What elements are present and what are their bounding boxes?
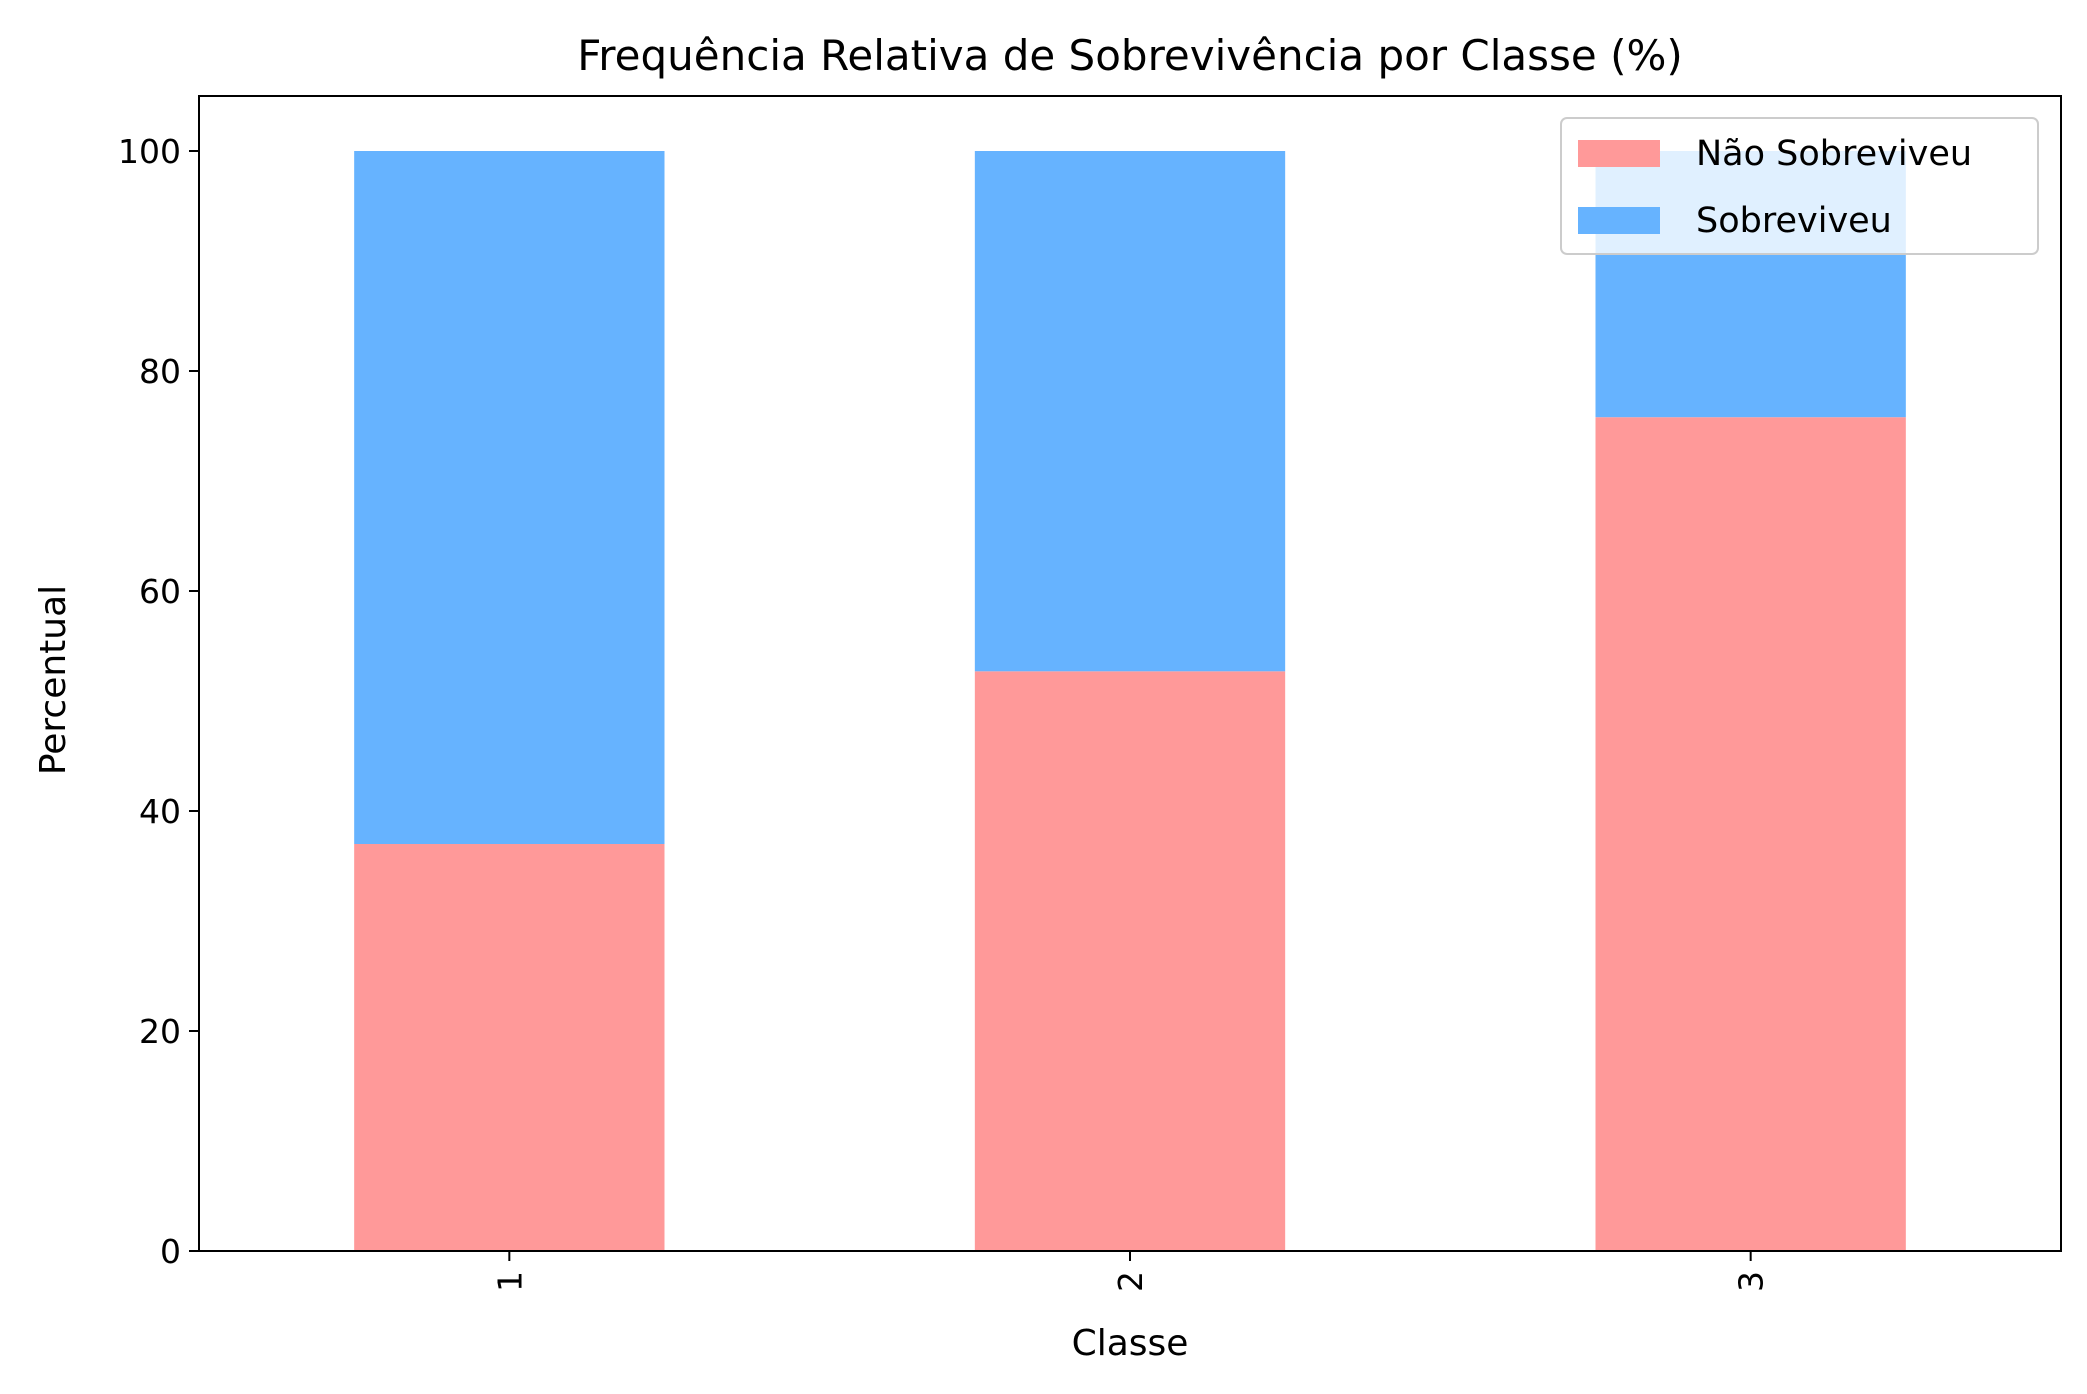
y-tick-label: 80 <box>139 352 181 391</box>
legend-label-sobreviveu: Sobreviveu <box>1696 201 1892 241</box>
y-axis-label: Percentual <box>33 585 74 775</box>
y-tick-label: 40 <box>139 792 181 831</box>
bar-nao-sobreviveu-classe-1 <box>354 844 665 1251</box>
bar-sobreviveu-classe-2 <box>974 151 1286 672</box>
x-axis: 1 2 3 <box>490 1251 1771 1292</box>
y-axis: 0 20 40 60 80 100 <box>118 132 199 1271</box>
y-tick-label: 60 <box>139 572 181 611</box>
bar-nao-sobreviveu-classe-3 <box>1595 417 1906 1251</box>
legend: Não Sobreviveu Sobreviveu <box>1560 117 2039 255</box>
legend-label-nao-sobreviveu: Não Sobreviveu <box>1696 134 1972 174</box>
x-tick-label: 2 <box>1111 1271 1150 1292</box>
chart-title: Frequência Relativa de Sobrevivência por… <box>577 31 1683 80</box>
y-tick-label: 0 <box>160 1232 181 1271</box>
bar-nao-sobreviveu-classe-2 <box>974 671 1286 1251</box>
bar-sobreviveu-classe-1 <box>354 151 665 844</box>
x-tick-label: 3 <box>1732 1271 1771 1292</box>
y-tick-label: 20 <box>139 1012 181 1051</box>
x-axis-label: Classe <box>1072 1323 1189 1364</box>
legend-swatch-nao-sobreviveu <box>1578 140 1660 167</box>
y-tick-label: 100 <box>118 132 181 171</box>
bars-layer <box>354 151 1906 1251</box>
x-tick-label: 1 <box>490 1271 529 1292</box>
legend-swatch-sobreviveu <box>1578 207 1660 234</box>
legend-box <box>1560 117 2039 255</box>
